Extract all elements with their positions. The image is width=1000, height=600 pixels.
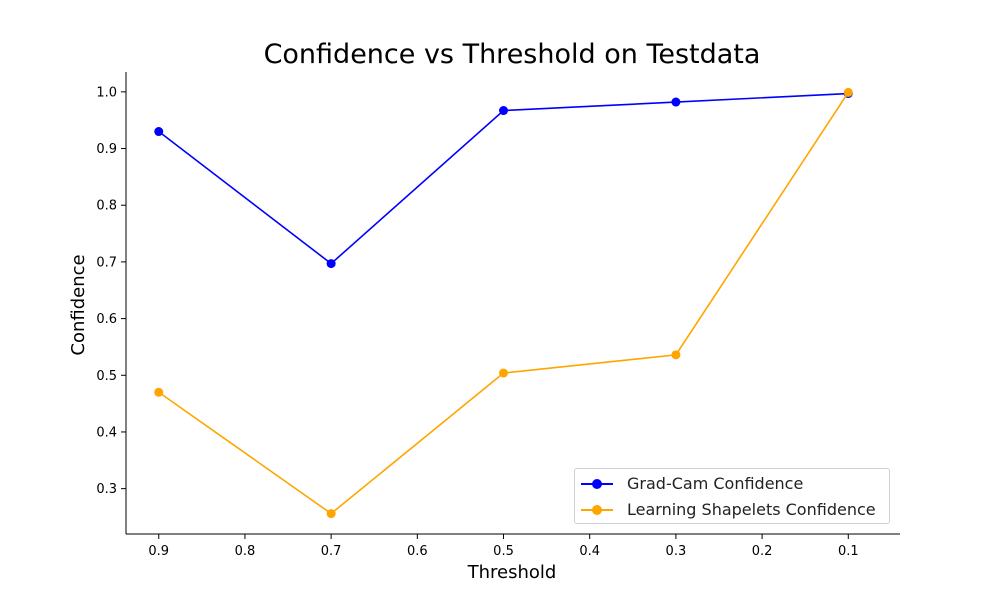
data-point [671,97,681,107]
series-line [158,92,849,265]
x-tick-label: 0.7 [321,544,342,559]
data-point [154,127,164,137]
data-point [671,350,681,360]
data-point [499,368,509,378]
legend: Grad-Cam Confidence Learning Shapelets C… [574,468,890,524]
legend-item-grad-cam: Grad-Cam Confidence [575,471,889,497]
legend-swatch-marker [592,479,602,489]
y-tick-label: 1.0 [96,85,117,100]
y-tick-label: 0.5 [96,369,117,384]
y-axis-label: Confidence [68,254,89,355]
series-line [158,91,849,515]
y-tick-label: 0.9 [96,142,117,157]
x-tick-label: 0.5 [493,544,514,559]
x-tick-label: 0.8 [235,544,256,559]
legend-item-learning-shapelets: Learning Shapelets Confidence [575,497,889,523]
y-tick-label: 0.7 [96,255,117,270]
x-tick-label: 0.1 [838,544,859,559]
x-tick-label: 0.9 [148,544,169,559]
x-tick-label: 0.6 [407,544,428,559]
x-tick-label: 0.3 [666,544,687,559]
series-layer [154,87,853,519]
legend-swatch-marker [592,505,602,515]
data-point [326,509,336,519]
x-tick-label: 0.2 [752,544,773,559]
legend-label: Learning Shapelets Confidence [627,500,876,519]
axes: 0.9 0.8 0.7 0.6 0.5 0.4 0.3 0.2 0.1 0.3 0.4 0.5 0.6 0… [96,72,900,559]
data-point [499,106,509,116]
chart-title: Confidence vs Threshold on Testdata [264,39,761,70]
x-axis-label: Threshold [467,562,557,583]
x-tick-label: 0.4 [579,544,600,559]
y-tick-label: 0.6 [96,312,117,327]
y-tick-label: 0.3 [96,482,117,497]
data-point [154,387,164,397]
data-point [326,259,336,269]
data-point [843,87,853,97]
legend-label: Grad-Cam Confidence [627,474,804,493]
y-tick-label: 0.4 [96,425,117,440]
y-tick-label: 0.8 [96,199,117,214]
